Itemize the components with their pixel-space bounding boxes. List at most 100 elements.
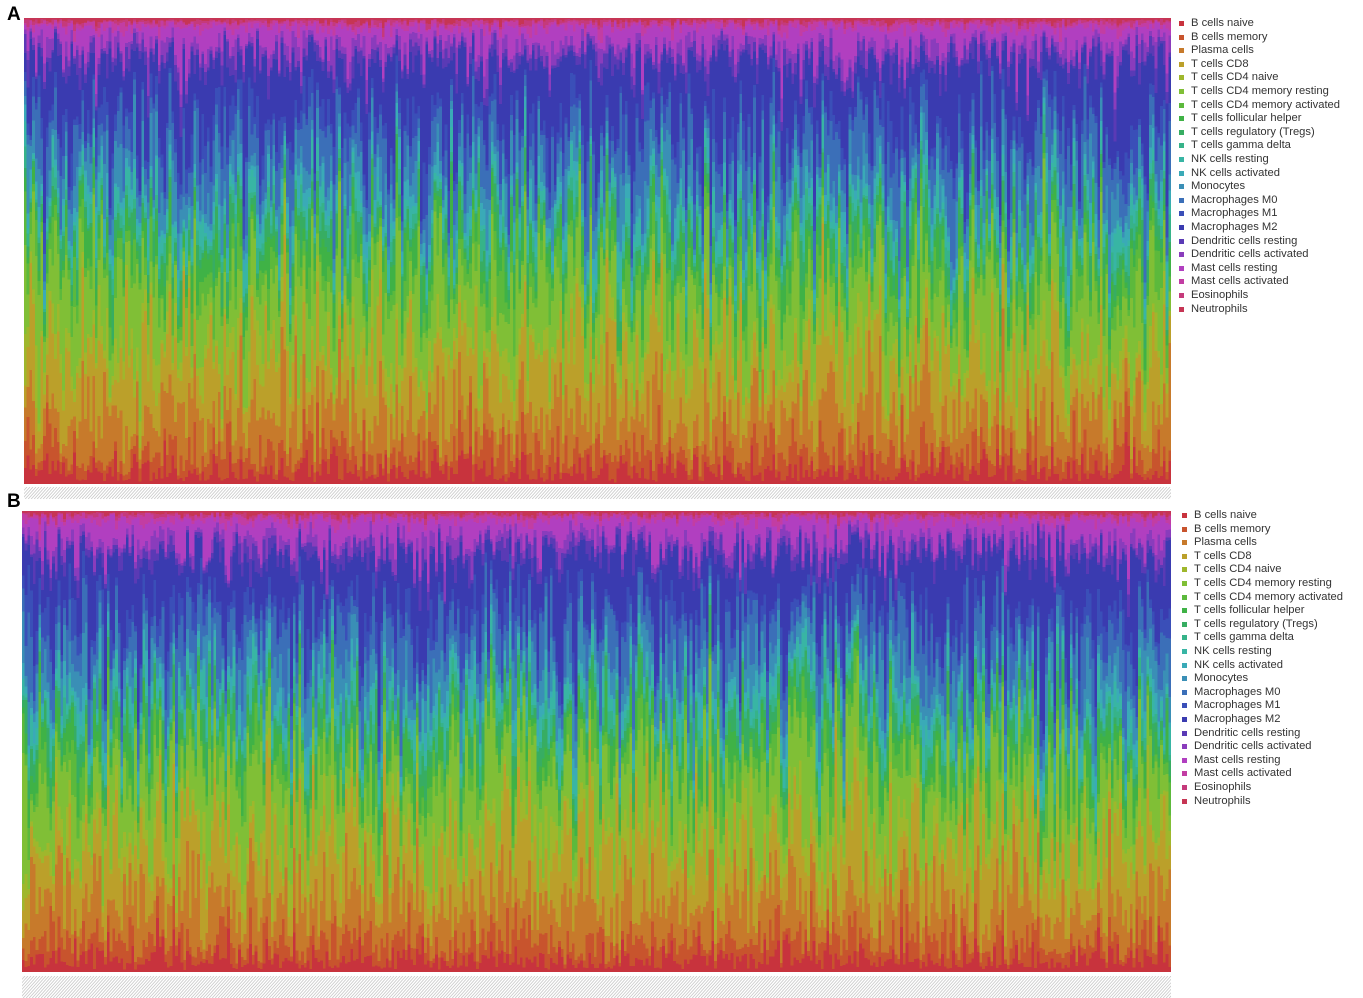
bar-segment bbox=[182, 226, 186, 232]
bar-segment bbox=[458, 18, 462, 22]
bar-segment bbox=[196, 48, 200, 55]
bar-segment bbox=[114, 130, 118, 142]
bar-segment bbox=[373, 62, 377, 117]
bar-segment bbox=[381, 137, 386, 219]
bar-segment bbox=[111, 475, 115, 484]
bar-segment bbox=[267, 119, 271, 131]
bar-segment bbox=[302, 113, 306, 168]
bar-segment bbox=[392, 221, 397, 230]
bar-segment bbox=[78, 138, 82, 152]
bar-segment bbox=[370, 442, 375, 456]
bar-segment bbox=[190, 377, 194, 399]
bar-segment bbox=[419, 274, 424, 327]
sample-bar bbox=[379, 18, 383, 484]
bar-segment bbox=[305, 54, 309, 61]
bar-segment bbox=[280, 457, 285, 484]
bar-segment bbox=[359, 24, 364, 27]
bar-segment bbox=[127, 20, 132, 22]
bar-segment bbox=[419, 20, 424, 24]
bar-segment bbox=[114, 450, 118, 484]
sample-bar bbox=[381, 18, 386, 484]
bar-segment bbox=[302, 75, 306, 114]
bar-segment bbox=[242, 238, 246, 251]
bar-segment bbox=[206, 18, 211, 21]
bar-segment bbox=[54, 158, 58, 166]
bar-segment bbox=[275, 265, 279, 363]
bar-segment bbox=[239, 198, 244, 213]
bar-segment bbox=[166, 198, 170, 209]
bar-segment bbox=[237, 88, 241, 111]
bar-segment bbox=[73, 306, 77, 389]
bar-segment bbox=[59, 18, 63, 20]
bar-segment bbox=[305, 25, 309, 30]
bar-segment bbox=[239, 48, 244, 56]
bar-segment bbox=[269, 53, 274, 68]
bar-segment bbox=[275, 479, 279, 484]
bar-segment bbox=[226, 306, 230, 319]
bar-segment bbox=[228, 332, 233, 360]
bar-segment bbox=[272, 478, 276, 484]
sample-bar bbox=[95, 18, 99, 484]
bar-segment bbox=[114, 64, 118, 115]
bar-segment bbox=[223, 314, 227, 387]
bar-segment bbox=[26, 257, 31, 264]
bar-segment bbox=[78, 205, 82, 219]
bar-segment bbox=[141, 81, 145, 90]
bar-segment bbox=[152, 102, 156, 109]
sample-bar bbox=[215, 18, 219, 484]
bar-segment bbox=[362, 273, 366, 284]
bar-segment bbox=[179, 232, 183, 250]
bar-segment bbox=[152, 61, 156, 104]
bar-segment bbox=[452, 258, 457, 273]
bar-segment bbox=[362, 27, 366, 36]
bar-segment bbox=[316, 19, 320, 21]
bar-segment bbox=[368, 24, 372, 28]
bar-segment bbox=[125, 30, 129, 44]
bar-segment bbox=[395, 20, 399, 24]
sample-bar bbox=[59, 18, 63, 484]
bar-segment bbox=[209, 271, 214, 288]
bar-segment bbox=[152, 266, 156, 298]
bar-segment bbox=[237, 33, 241, 38]
bar-segment bbox=[114, 35, 118, 59]
bar-segment bbox=[269, 464, 274, 484]
bar-segment bbox=[387, 47, 391, 54]
bar-segment bbox=[433, 19, 437, 24]
bar-segment bbox=[294, 19, 298, 21]
bar-segment bbox=[444, 252, 448, 306]
bar-segment bbox=[160, 54, 164, 63]
bar-segment bbox=[29, 207, 33, 212]
bar-segment bbox=[417, 18, 421, 23]
bar-segment bbox=[239, 118, 244, 145]
bar-segment bbox=[291, 410, 295, 473]
bar-segment bbox=[384, 242, 388, 248]
sample-bar bbox=[245, 18, 249, 484]
bar-segment bbox=[318, 253, 323, 262]
bar-segment bbox=[455, 25, 459, 48]
bar-segment bbox=[24, 71, 28, 81]
bar-segment bbox=[428, 244, 432, 257]
bar-segment bbox=[144, 26, 148, 48]
bar-segment bbox=[406, 321, 410, 420]
sample-bar bbox=[62, 18, 66, 484]
bar-segment bbox=[157, 70, 162, 84]
bar-segment bbox=[264, 419, 268, 458]
bar-segment bbox=[135, 263, 140, 348]
bar-segment bbox=[379, 18, 383, 21]
bar-segment bbox=[381, 124, 386, 139]
bar-segment bbox=[209, 45, 214, 51]
bar-segment bbox=[389, 18, 394, 20]
bar-segment bbox=[433, 448, 437, 484]
sample-bar bbox=[368, 18, 372, 484]
bar-segment bbox=[444, 27, 448, 30]
bar-segment bbox=[425, 279, 429, 300]
bar-segment bbox=[245, 45, 249, 49]
bar-segment bbox=[231, 222, 235, 249]
bar-segment bbox=[56, 253, 61, 305]
bar-segment bbox=[277, 18, 282, 23]
bar-segment bbox=[250, 197, 254, 205]
bar-segment bbox=[67, 25, 72, 61]
bar-segment bbox=[144, 183, 148, 196]
bar-segment bbox=[428, 273, 432, 292]
bar-segment bbox=[185, 307, 189, 347]
